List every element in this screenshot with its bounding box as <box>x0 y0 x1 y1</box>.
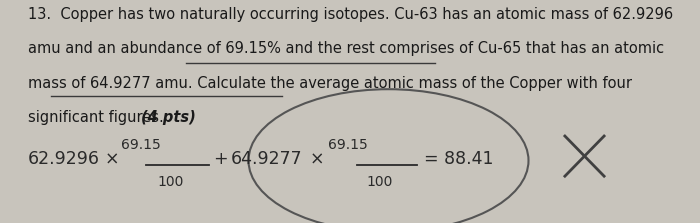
Text: = 88.41: = 88.41 <box>424 151 493 168</box>
Text: 64.9277: 64.9277 <box>231 151 302 168</box>
Text: amu and an abundance of 69.15% and the rest comprises of Cu-65 that has an atomi: amu and an abundance of 69.15% and the r… <box>28 41 664 56</box>
Text: 69.15: 69.15 <box>328 138 368 152</box>
Text: mass of 64.9277 amu. Calculate the average atomic mass of the Copper with four: mass of 64.9277 amu. Calculate the avera… <box>28 76 632 91</box>
Text: 62.9296: 62.9296 <box>28 151 100 168</box>
Text: 69.15: 69.15 <box>121 138 161 152</box>
Text: ×: × <box>310 151 325 168</box>
Text: 100: 100 <box>367 175 393 189</box>
Text: ×: × <box>104 151 119 168</box>
Text: (4 pts): (4 pts) <box>141 110 196 125</box>
Text: 13.  Copper has two naturally occurring isotopes. Cu-63 has an atomic mass of 62: 13. Copper has two naturally occurring i… <box>28 7 673 22</box>
Text: +: + <box>214 151 228 168</box>
Text: significant figures.: significant figures. <box>28 110 169 125</box>
Text: 100: 100 <box>158 175 184 189</box>
